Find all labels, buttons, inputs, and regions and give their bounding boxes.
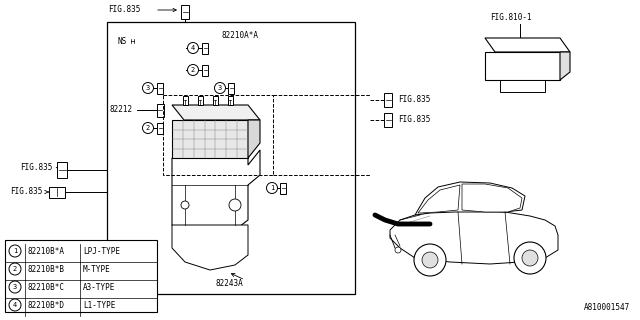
- Bar: [212, 95, 218, 105]
- Polygon shape: [485, 38, 570, 52]
- Circle shape: [181, 201, 189, 209]
- Text: 1: 1: [13, 248, 17, 254]
- Circle shape: [395, 247, 401, 253]
- Text: FIG.835: FIG.835: [398, 95, 430, 105]
- Bar: [107, 22, 355, 294]
- Bar: [198, 95, 202, 105]
- Polygon shape: [415, 182, 525, 215]
- Text: 3: 3: [146, 85, 150, 91]
- Polygon shape: [172, 105, 260, 120]
- Text: 82212: 82212: [110, 106, 133, 115]
- Bar: [163, 95, 273, 175]
- Bar: [202, 65, 208, 76]
- Polygon shape: [418, 185, 460, 213]
- Bar: [181, 5, 189, 19]
- Polygon shape: [560, 52, 570, 80]
- Polygon shape: [172, 150, 260, 255]
- Text: 82210B*A: 82210B*A: [28, 246, 65, 255]
- Bar: [49, 187, 65, 197]
- Bar: [157, 123, 163, 133]
- Text: 2: 2: [13, 266, 17, 272]
- Circle shape: [188, 43, 198, 53]
- Bar: [227, 95, 232, 105]
- Text: 82243A: 82243A: [215, 278, 243, 287]
- Text: 2: 2: [191, 67, 195, 73]
- Text: 82210B*D: 82210B*D: [28, 300, 65, 309]
- Text: 4: 4: [191, 45, 195, 51]
- Text: 3: 3: [218, 85, 222, 91]
- Bar: [280, 182, 286, 194]
- Bar: [157, 103, 163, 116]
- Circle shape: [9, 263, 21, 275]
- Text: 1: 1: [270, 185, 274, 191]
- Text: FIG.835: FIG.835: [108, 5, 140, 14]
- Bar: [5, 240, 157, 312]
- Text: 82210B*C: 82210B*C: [28, 283, 65, 292]
- Bar: [202, 43, 208, 53]
- Polygon shape: [485, 52, 560, 80]
- Circle shape: [143, 123, 154, 133]
- Circle shape: [266, 182, 278, 194]
- Text: FIG.835: FIG.835: [10, 188, 42, 196]
- Circle shape: [422, 252, 438, 268]
- Polygon shape: [172, 225, 248, 270]
- Circle shape: [229, 199, 241, 211]
- Text: NS: NS: [118, 37, 127, 46]
- Circle shape: [188, 65, 198, 76]
- Polygon shape: [172, 120, 248, 158]
- Circle shape: [9, 281, 21, 293]
- Circle shape: [514, 242, 546, 274]
- Bar: [157, 83, 163, 93]
- Polygon shape: [248, 120, 260, 158]
- Text: FIG.835: FIG.835: [398, 116, 430, 124]
- Circle shape: [9, 245, 21, 257]
- Polygon shape: [390, 210, 558, 264]
- Text: 4: 4: [13, 302, 17, 308]
- Text: FIG.835: FIG.835: [20, 163, 52, 172]
- Text: LPJ-TYPE: LPJ-TYPE: [83, 246, 120, 255]
- Circle shape: [9, 299, 21, 311]
- Circle shape: [522, 250, 538, 266]
- Text: M-TYPE: M-TYPE: [83, 265, 111, 274]
- Text: L1-TYPE: L1-TYPE: [83, 300, 115, 309]
- Circle shape: [143, 83, 154, 93]
- Bar: [384, 93, 392, 107]
- Polygon shape: [462, 184, 522, 212]
- Bar: [384, 113, 392, 127]
- Text: 3: 3: [13, 284, 17, 290]
- Bar: [182, 95, 188, 105]
- Bar: [57, 162, 67, 178]
- Circle shape: [214, 83, 225, 93]
- Text: A3-TYPE: A3-TYPE: [83, 283, 115, 292]
- Text: FIG.810-1: FIG.810-1: [490, 13, 532, 22]
- Text: 82210B*B: 82210B*B: [28, 265, 65, 274]
- Text: 82210A*A: 82210A*A: [222, 31, 259, 41]
- Text: A810001547: A810001547: [584, 303, 630, 312]
- Polygon shape: [500, 80, 545, 92]
- Circle shape: [414, 244, 446, 276]
- Text: 2: 2: [146, 125, 150, 131]
- Bar: [228, 83, 234, 93]
